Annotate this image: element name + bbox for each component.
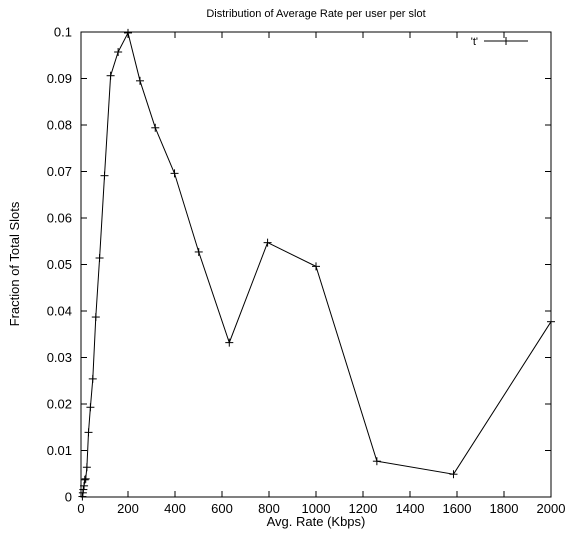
data-point bbox=[547, 317, 555, 326]
data-point bbox=[372, 457, 381, 466]
axis-ticks: 0 200 400 600 800 1000 1200 1400 1600 1800 2000 0 0.… bbox=[47, 25, 566, 517]
data-point bbox=[88, 374, 97, 383]
data-point bbox=[100, 171, 109, 180]
x-tick-label: 1000 bbox=[302, 501, 331, 516]
series-line bbox=[81, 31, 552, 497]
x-tick-label: 1800 bbox=[490, 501, 519, 516]
series-layer bbox=[78, 28, 555, 501]
x-tick-label: 1200 bbox=[349, 501, 378, 516]
x-tick-label: 2000 bbox=[537, 501, 566, 516]
data-point bbox=[95, 253, 104, 262]
y-tick-label: 0.1 bbox=[54, 25, 72, 40]
x-tick-label: 800 bbox=[258, 501, 280, 516]
data-point bbox=[106, 71, 115, 80]
y-tick-label: 0.07 bbox=[47, 164, 72, 179]
data-point bbox=[135, 76, 144, 85]
data-point bbox=[114, 47, 123, 56]
y-tick-label: 0.03 bbox=[47, 350, 72, 365]
data-point bbox=[82, 463, 91, 472]
legend-marker bbox=[502, 37, 510, 45]
x-axis-label: Avg. Rate (Kbps) bbox=[267, 514, 366, 529]
data-point bbox=[80, 475, 89, 484]
data-point bbox=[80, 481, 89, 490]
y-tick-label: 0 bbox=[65, 490, 72, 505]
y-tick-label: 0.05 bbox=[47, 257, 72, 272]
data-point bbox=[449, 470, 458, 479]
x-tick-label: 600 bbox=[211, 501, 233, 516]
data-point bbox=[84, 428, 93, 437]
y-axis-label: Fraction of Total Slots bbox=[7, 201, 22, 326]
data-point bbox=[81, 474, 90, 483]
y-tick-label: 0.01 bbox=[47, 443, 72, 458]
data-point bbox=[263, 238, 272, 247]
x-tick-label: 400 bbox=[164, 501, 186, 516]
chart-title: Distribution of Average Rate per user pe… bbox=[206, 8, 425, 20]
data-point bbox=[170, 169, 179, 178]
y-tick-label: 0.09 bbox=[47, 71, 72, 86]
x-tick-label: 1600 bbox=[443, 501, 472, 516]
data-point bbox=[79, 485, 88, 494]
data-point bbox=[86, 403, 95, 412]
legend-label: 't' bbox=[471, 36, 478, 48]
data-point bbox=[91, 313, 100, 322]
y-tick-label: 0.04 bbox=[47, 304, 72, 319]
data-point bbox=[194, 247, 203, 256]
x-tick-label: 1400 bbox=[396, 501, 425, 516]
data-point bbox=[312, 262, 320, 271]
legend: 't' bbox=[471, 36, 528, 48]
x-tick-label: 0 bbox=[77, 501, 84, 516]
data-point bbox=[225, 338, 234, 347]
y-tick-label: 0.02 bbox=[47, 397, 72, 412]
x-tick-label: 200 bbox=[117, 501, 139, 516]
y-tick-label: 0.06 bbox=[47, 211, 72, 226]
data-point bbox=[151, 123, 160, 132]
y-tick-label: 0.08 bbox=[47, 118, 72, 133]
data-point bbox=[124, 28, 132, 37]
